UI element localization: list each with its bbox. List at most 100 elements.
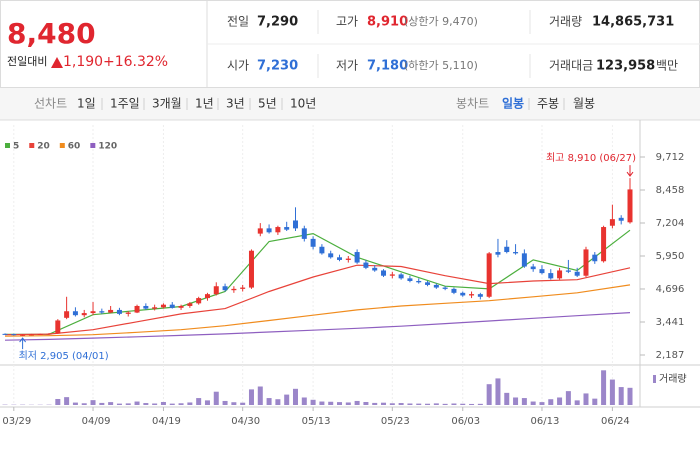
volume-bar (372, 402, 378, 405)
x-tick-label: 05/13 (302, 416, 331, 427)
period-button[interactable]: 3개월 (152, 97, 182, 111)
stat-note: (하한가 5,110) (404, 58, 478, 72)
candle-body (539, 269, 545, 274)
volume-bar (442, 403, 448, 405)
volume-bar (292, 388, 298, 405)
candle-body (601, 227, 607, 262)
candle-body (319, 246, 325, 254)
stat-label: 거래량 (549, 15, 582, 29)
candle-body (20, 334, 26, 336)
x-tick-label: 04/09 (82, 416, 111, 427)
candle-body (187, 303, 193, 306)
period-button[interactable]: 1주일 (110, 97, 140, 111)
volume-bar (319, 401, 325, 405)
volume-bar (451, 403, 457, 405)
candle-body (301, 228, 307, 239)
legend-label: 20 (37, 142, 50, 152)
candle-body (266, 228, 272, 233)
candle-body (134, 305, 140, 313)
candle-period-button[interactable]: 월봉 (573, 97, 595, 111)
candle-body (99, 311, 105, 313)
volume-bar (530, 401, 536, 405)
y-tick-label: 9,712 (656, 152, 685, 163)
candle-body (389, 274, 395, 276)
candle-body (125, 312, 131, 314)
candle-body (354, 252, 360, 263)
period-button[interactable]: 1년 (195, 97, 214, 111)
current-price: 8,480 (7, 17, 96, 50)
volume-bar (433, 403, 439, 405)
x-tick-label: 06/03 (451, 416, 480, 427)
volume-bar (240, 402, 246, 405)
volume-bar (90, 400, 96, 405)
candle-body (442, 287, 448, 289)
grid-layer (13, 125, 645, 411)
stat-value: 8,910 (367, 15, 408, 30)
volume-bar (504, 392, 510, 405)
volume-bar (187, 402, 193, 405)
volume-bar (398, 403, 404, 405)
volume-bar (213, 391, 219, 405)
volume-bar (125, 403, 131, 405)
candle-period-button[interactable]: 주봉 (537, 97, 559, 111)
volume-bar (539, 402, 545, 405)
candle-body (169, 304, 175, 308)
candle-body (627, 189, 633, 223)
volume-bar (257, 386, 263, 405)
candle-body (381, 270, 387, 276)
candle-body (495, 252, 501, 255)
volume-bar (204, 400, 210, 405)
min-arrow (19, 337, 27, 350)
period-button[interactable]: 5년 (258, 97, 277, 111)
volume-bar (72, 402, 78, 405)
volume-bar (275, 399, 281, 405)
volume-legend-label: 거래량 (659, 373, 687, 385)
change-rate: +16.32% (103, 54, 168, 70)
ma-line (4, 312, 631, 341)
volume-bar (460, 403, 466, 405)
legend-label: 60 (68, 142, 81, 152)
candle-chart-label[interactable]: 봉차트 (456, 97, 489, 111)
candle-body (337, 257, 343, 260)
candle-body (222, 286, 228, 291)
candle-body (372, 267, 378, 271)
period-button[interactable]: 3년 (226, 97, 245, 111)
candle-body (477, 294, 483, 297)
candle-period-button[interactable]: 일봉 (502, 97, 524, 111)
stat-note: (상한가 9,470) (404, 15, 478, 28)
candle-body (160, 304, 166, 308)
legend-swatch (90, 143, 96, 148)
max-arrow (626, 165, 634, 177)
candle-body (213, 286, 219, 295)
candle-body (46, 333, 52, 335)
period-button[interactable]: 10년 (290, 97, 316, 111)
toolbar-separators (101, 98, 565, 110)
candle-body (152, 307, 158, 309)
candle-body (513, 252, 519, 254)
ma-line (5, 229, 631, 335)
line-chart-label[interactable]: 선차트 (34, 97, 67, 111)
candle-body (231, 288, 237, 291)
volume-bar (601, 370, 607, 405)
stat-value: 14,865,731 (592, 15, 674, 30)
volume-bar (81, 403, 87, 405)
stat-value: 123,958 (596, 59, 655, 74)
candle-body (275, 227, 281, 233)
legend-swatch (29, 143, 35, 148)
legend-swatch (59, 143, 65, 148)
x-tick-label: 03/29 (2, 416, 31, 427)
candle-body (583, 249, 589, 276)
stat-label: 시가 (227, 59, 249, 73)
candle-body (504, 246, 510, 253)
candle-body (398, 274, 404, 279)
candle-body (284, 227, 290, 230)
volume-bar (583, 393, 589, 405)
volume-bar (627, 387, 633, 405)
legend-swatch (5, 143, 10, 148)
candle-body (328, 253, 334, 258)
volume-bar (381, 402, 387, 405)
volume-bar (609, 379, 615, 405)
candle-body (574, 271, 580, 276)
period-button[interactable]: 1일 (77, 97, 96, 111)
